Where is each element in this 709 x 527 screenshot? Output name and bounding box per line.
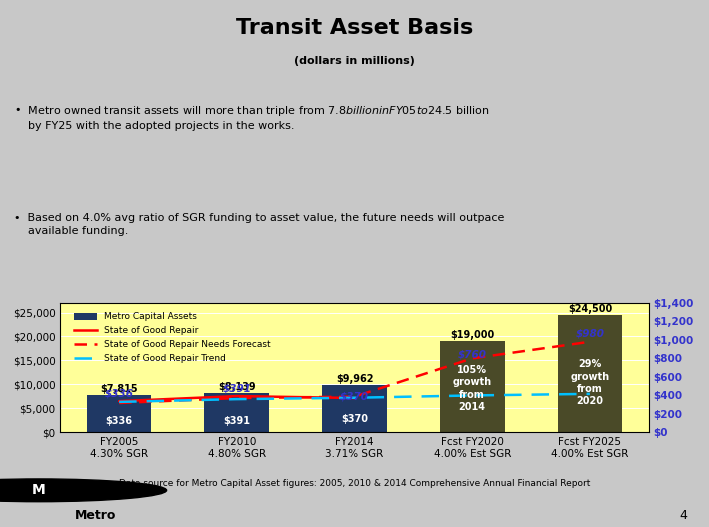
Bar [557,315,623,432]
Text: $391: $391 [223,415,250,425]
Bar [322,385,387,432]
Text: $336: $336 [105,388,133,398]
Text: Metro: Metro [74,509,116,522]
Text: •  Based on 4.0% avg ratio of SGR funding to asset value, the future needs will : • Based on 4.0% avg ratio of SGR funding… [14,213,505,236]
Text: $980: $980 [576,329,604,339]
Text: Transit Asset Basis: Transit Asset Basis [236,18,473,38]
Text: M: M [32,483,46,497]
Text: $760: $760 [458,349,486,359]
Text: $370: $370 [340,392,369,402]
Text: (dollars in millions): (dollars in millions) [294,55,415,65]
Text: $24,500: $24,500 [568,304,612,314]
Text: $8,139: $8,139 [218,383,256,393]
Circle shape [0,479,167,502]
Text: $9,962: $9,962 [336,374,373,384]
Text: 29%
growth
from
2020: 29% growth from 2020 [570,359,610,406]
Bar [86,395,152,432]
Text: Data source for Metro Capital Asset figures: 2005, 2010 & 2014 Comprehensive Ann: Data source for Metro Capital Asset figu… [119,480,590,489]
Legend: Metro Capital Assets, State of Good Repair, State of Good Repair Needs Forecast,: Metro Capital Assets, State of Good Repa… [71,309,274,367]
Text: •  Metro owned transit assets will more than triple from $7.8 billion in FY05 to: • Metro owned transit assets will more t… [14,103,490,131]
Text: $370: $370 [341,414,368,424]
Text: 105%
growth
from
2014: 105% growth from 2014 [452,365,492,412]
Text: $336: $336 [106,416,133,426]
Text: $391: $391 [223,383,251,393]
Text: $19,000: $19,000 [450,330,494,340]
Bar [440,341,505,432]
Text: $7,815: $7,815 [100,384,138,394]
Text: 4: 4 [680,509,688,522]
Bar [204,393,269,432]
